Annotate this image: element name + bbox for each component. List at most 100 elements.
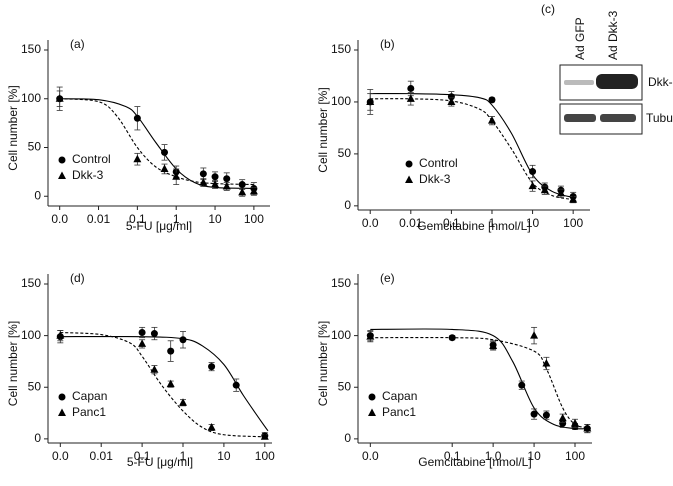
legend-label: Dkk-3 — [419, 172, 451, 186]
x-tick-label: 0.1 — [134, 449, 151, 463]
data-point — [488, 96, 496, 104]
fit-curve — [370, 93, 574, 199]
y-axis-label: Cell number [%] — [6, 85, 20, 170]
x-tick-label: 10 — [527, 449, 541, 463]
legend-marker — [405, 160, 413, 168]
data-point — [161, 148, 169, 156]
fit-curve — [370, 336, 588, 429]
data-point — [528, 181, 537, 190]
data-point — [222, 182, 231, 190]
data-point — [208, 363, 216, 371]
data-point — [150, 365, 159, 373]
y-tick-label: 100 — [331, 328, 351, 342]
band — [600, 114, 636, 122]
data-point — [542, 411, 550, 419]
data-point — [529, 168, 537, 176]
x-axis-label: Gemcitabine [nmol/L] — [418, 455, 531, 469]
chart: 0 50 100 150 0.0 0.01 0.1 1 10 100 Gemcitabine [nm… — [316, 37, 590, 233]
fit-curve — [59, 98, 254, 186]
y-tick-label: 50 — [28, 379, 42, 393]
x-tick-label: 1 — [180, 449, 187, 463]
data-point — [559, 419, 567, 427]
legend-label: Dkk-3 — [72, 168, 104, 182]
data-point — [167, 347, 175, 355]
chart: 0 50 100 150 0.0 0.1 1.0 10 100 Gemcitabine [nmol… — [316, 271, 592, 469]
x-tick-label: 0.0 — [362, 216, 379, 230]
x-tick-label: 100 — [244, 212, 264, 226]
data-point — [407, 84, 415, 92]
x-axis-label: 5-FU [μg/ml] — [126, 219, 192, 233]
data-point — [166, 379, 175, 388]
data-point — [179, 336, 187, 344]
x-tick-label: 10 — [526, 216, 540, 230]
legend-marker — [405, 175, 414, 183]
x-tick-label: 100 — [563, 216, 583, 230]
data-point — [138, 329, 146, 337]
data-point — [366, 332, 375, 340]
data-point — [540, 185, 549, 194]
data-point — [133, 154, 142, 163]
data-point — [530, 331, 539, 339]
data-point — [406, 94, 415, 102]
y-tick-label: 50 — [28, 140, 42, 154]
x-tick-label: 0.1 — [129, 212, 146, 226]
legend-marker — [58, 408, 66, 416]
panel-label: (b) — [380, 37, 395, 51]
fit-curve — [59, 98, 254, 189]
legend-marker — [58, 171, 66, 179]
x-tick-label: 0.01 — [399, 216, 423, 230]
data-point — [207, 423, 216, 431]
x-tick-label: 10 — [208, 212, 222, 226]
x-tick-label: 0.0 — [51, 212, 68, 226]
legend-marker — [58, 393, 66, 401]
data-point — [447, 93, 455, 101]
data-point — [133, 114, 141, 122]
x-tick-label: 100 — [565, 449, 585, 463]
legend-marker — [368, 408, 376, 416]
data-point — [172, 172, 181, 180]
data-point — [223, 175, 231, 183]
data-point — [558, 413, 567, 422]
data-point — [238, 187, 247, 196]
data-point — [530, 410, 538, 418]
chart: 0 50 100 150 0.0 0.01 0.1 1 10 100 5-FU [μg/ml] Cel… — [6, 37, 270, 233]
x-tick-label: 100 — [255, 449, 275, 463]
legend-label: Panc1 — [72, 405, 106, 419]
band — [564, 114, 596, 122]
row-label: Tubulin — [646, 111, 673, 125]
data-point — [571, 418, 580, 427]
data-point — [138, 339, 147, 347]
data-point — [199, 178, 208, 186]
panel-label: (d) — [70, 271, 85, 285]
y-tick-label: 0 — [34, 431, 41, 445]
band — [564, 80, 594, 85]
data-point — [569, 195, 578, 203]
y-axis-label: Cell number [%] — [316, 87, 330, 172]
data-point — [556, 188, 565, 197]
x-axis-label: Gemcitabine [nmol/L] — [417, 219, 530, 233]
legend-marker — [368, 393, 376, 401]
data-point — [150, 330, 158, 338]
data-point — [447, 97, 456, 105]
y-tick-label: 150 — [331, 42, 351, 56]
legend-label: Control — [72, 152, 111, 166]
data-point — [211, 180, 220, 188]
data-point — [487, 116, 496, 124]
y-axis-label: Cell number [%] — [6, 321, 20, 406]
chart: 0 50 100 150 0.0 0.01 0.1 1 10 100 5-FU [μg/ml] Cel… — [6, 271, 275, 469]
y-tick-label: 0 — [34, 188, 41, 202]
y-tick-label: 150 — [21, 42, 41, 56]
data-point — [160, 164, 169, 172]
x-tick-label: 0.1 — [443, 216, 460, 230]
y-tick-label: 150 — [331, 276, 351, 290]
legend-label: Panc1 — [382, 405, 416, 419]
legend-label: Capan — [382, 389, 417, 403]
panel-label: (a) — [70, 37, 85, 51]
data-point — [55, 94, 64, 102]
x-tick-label: 10 — [217, 449, 231, 463]
data-point — [489, 341, 498, 349]
legend-label: Control — [419, 156, 458, 170]
x-tick-label: 0.1 — [444, 449, 461, 463]
data-point — [583, 424, 592, 432]
